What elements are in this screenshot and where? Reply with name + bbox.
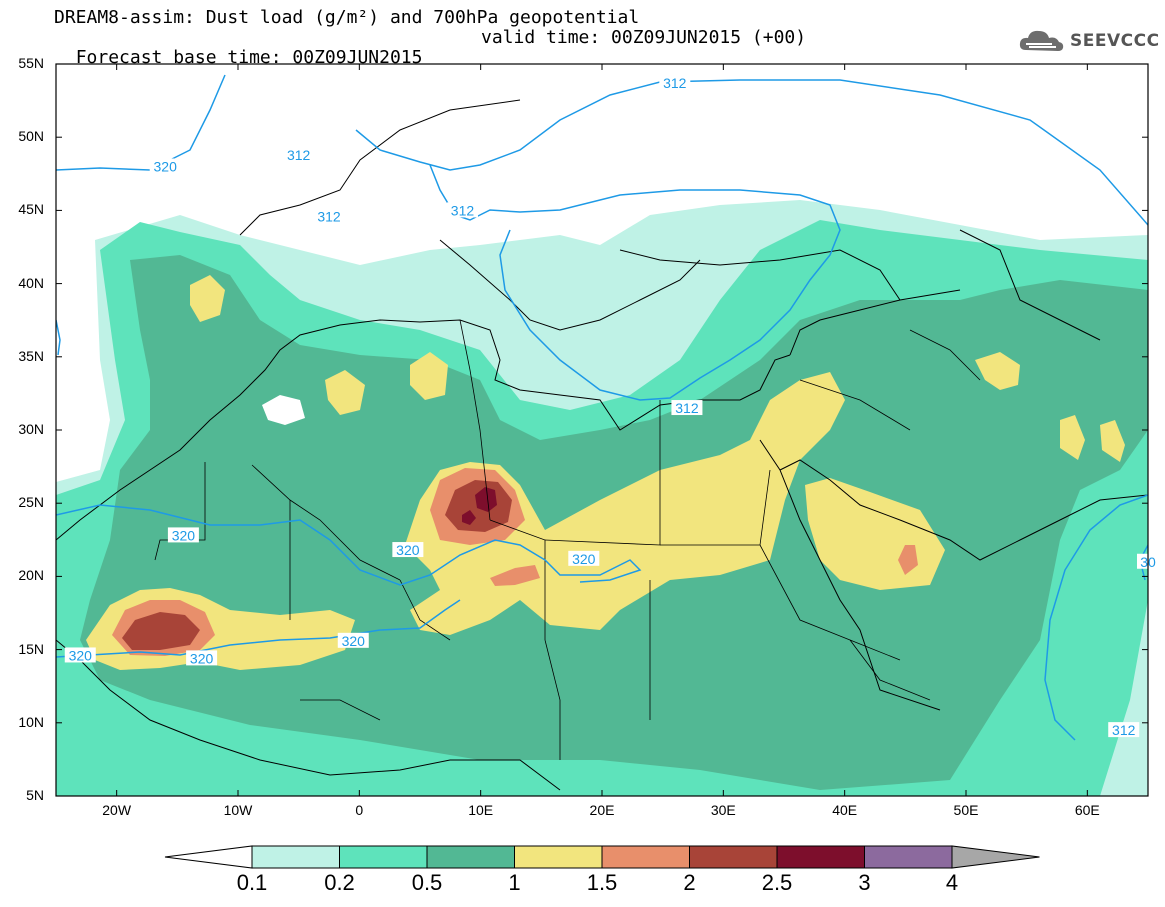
valid-time: valid time: 00Z09JUN2015 (+00) [481,27,807,48]
lon-label: 20W [102,802,132,818]
base-time: Forecast base time: 00Z09JUN2015 [75,47,423,68]
lat-label: 10N [18,713,44,730]
contour-label: 320 [149,158,181,174]
lon-label: 0 [355,802,364,818]
lat-label: 45N [18,201,44,218]
contour-label: 320 [186,650,218,666]
contour-label: 312 [671,400,703,416]
cloud-logo-icon [1019,30,1064,51]
seevccc-logo: SEEVCCC [1018,26,1160,58]
lat-label: 30N [18,421,44,437]
lat-label: 20N [18,567,44,584]
contour-label-text: 320 [154,158,178,174]
colorbar-label: 3 [858,870,871,895]
contour-label-text: 320 [572,551,596,567]
contour-label: 320 [337,632,369,649]
contour-label-text: 320 [190,650,214,666]
contour-label-text: 312 [1112,722,1136,738]
colorbar-swatch [251,845,340,869]
contour-label: 320 [568,550,600,567]
colorbar-min-arrow [164,845,253,869]
lon-label: 40E [832,802,858,818]
time-info: Forecast base time: 00Z09JUN2015 valid t… [54,28,806,88]
colorbar-swatch [601,845,690,869]
dust-fields [56,64,1148,796]
contour-label: 312 [659,75,691,91]
contour-label-text: 320 [172,527,196,543]
contour-label: 320 [167,527,199,543]
contour-label: 320 [64,647,96,663]
colorbar-swatch [514,845,603,869]
lat-label: 50N [18,128,44,145]
colorbar-swatch [689,845,778,869]
colorbar-swatch [776,845,865,869]
colorbar-label: 0.5 [411,870,443,895]
contour-label: 312 [446,202,478,218]
colorbar-label: 0.2 [324,870,355,895]
country-borders [154,319,981,760]
lat-label: 55N [18,55,44,71]
colorbar-swatch [339,845,428,869]
colorbar-label: 1.5 [586,870,618,895]
lat-label: 15N [18,640,44,657]
contour-label-text: 312 [675,400,699,416]
map-title: DREAM8-assim: Dust load (g/m²) and 700hP… [54,7,640,28]
logo-label: SEEVCCC [1070,31,1160,51]
lat-label: 5N [26,787,44,803]
colorbar-max-arrow [951,845,1040,869]
lon-label: 30E [710,802,736,818]
colorbar-label: 2 [683,870,696,895]
axis-ticks [56,63,1148,797]
colorbar-label: 2.5 [761,870,793,895]
lat-label: 35N [18,347,44,364]
geopotential-contours [56,74,1148,741]
colorbar-swatch [426,845,515,869]
contour-label-text: 320 [69,647,93,663]
lat-label: 40N [18,274,44,291]
contour-label-text: 320 [396,542,420,558]
lat-label: 25N [18,494,44,511]
contour-label: 312 [1108,722,1140,738]
contour-label: 312 [313,208,345,224]
contour-label: 320 [392,542,424,558]
colorbar-swatch [864,845,953,869]
contour-label-text: 312 [663,75,687,91]
colorbar-label: 1 [508,870,521,895]
contour-label-text: 312 [317,208,341,224]
lon-label: 60E [1074,802,1100,818]
colorbar-label: 0.1 [236,870,268,895]
colorbar-label: 4 [945,870,959,895]
lon-label: 50E [953,802,979,818]
contour-label-text: 312 [287,147,311,163]
contour-label: 312 [283,146,315,163]
lon-label: 10E [468,802,494,818]
contour-label-text: 312 [451,202,475,218]
lon-label: 10W [223,802,253,818]
contour-label-text: 320 [342,633,366,649]
lon-label: 20E [589,802,615,818]
